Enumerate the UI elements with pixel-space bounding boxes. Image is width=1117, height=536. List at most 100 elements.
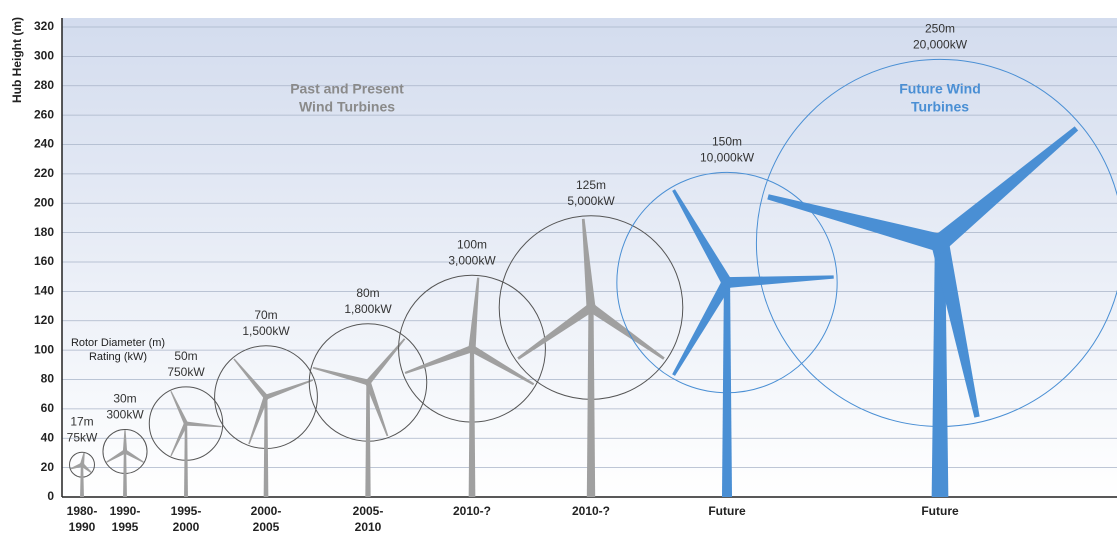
diameter-label: 125m — [576, 178, 606, 192]
y-tick-label: 100 — [34, 342, 54, 356]
y-tick-label: 140 — [34, 284, 54, 298]
blade — [123, 449, 144, 463]
annotation: Past and Present — [290, 81, 404, 97]
y-tick-label: 180 — [34, 225, 54, 239]
x-tick-label: 2005- — [353, 504, 384, 518]
diameter-label: 250m — [925, 21, 955, 35]
y-tick-label: 80 — [41, 372, 55, 386]
y-tick-label: 40 — [41, 430, 55, 444]
x-tick-label: 2010-? — [572, 504, 610, 518]
tower — [365, 382, 371, 497]
y-tick-label: 200 — [34, 195, 54, 209]
tower — [468, 348, 476, 497]
blade — [588, 303, 665, 360]
blade — [122, 430, 128, 452]
blade — [934, 126, 1079, 250]
blade — [185, 421, 222, 428]
blade — [170, 391, 188, 425]
x-tick-label: 2010-? — [453, 504, 491, 518]
blade — [672, 279, 732, 376]
annotation: Turbines — [911, 99, 969, 115]
hub — [183, 421, 189, 426]
tower — [931, 242, 949, 497]
y-axis-label: Hub Height (m) — [10, 17, 24, 103]
tower — [586, 307, 596, 497]
diameter-label: 150m — [712, 135, 742, 149]
tower — [123, 451, 127, 497]
y-tick-label: 160 — [34, 254, 54, 268]
hub — [122, 449, 128, 454]
blade — [365, 338, 406, 385]
diameter-label: 30m — [113, 392, 136, 406]
rating-label: 5,000kW — [567, 194, 615, 208]
y-tick-label: 0 — [47, 489, 54, 503]
hub — [929, 232, 951, 254]
legend-note: Rotor Diameter (m) — [71, 337, 165, 349]
diameter-label: 50m — [174, 349, 197, 363]
blade — [404, 345, 474, 375]
rating-label: 10,000kW — [700, 151, 755, 165]
x-tick-label: 2010 — [355, 520, 382, 534]
blade — [170, 422, 188, 457]
x-tick-label: 1995- — [171, 504, 202, 518]
blade — [312, 366, 369, 386]
diameter-label: 100m — [457, 237, 487, 251]
hub — [720, 276, 734, 289]
x-tick-label: 2000 — [173, 520, 200, 534]
x-tick-label: 2005 — [253, 520, 280, 534]
y-tick-label: 60 — [41, 401, 55, 415]
blade — [248, 396, 269, 445]
diameter-label: 80m — [356, 286, 379, 300]
tower — [80, 464, 84, 497]
blade — [106, 449, 127, 463]
blade — [468, 277, 480, 349]
x-tick-label: 1990 — [69, 520, 96, 534]
hub — [79, 462, 85, 468]
hub — [263, 394, 269, 401]
blade — [581, 218, 596, 308]
hub — [585, 302, 597, 313]
rating-label: 1,800kW — [344, 302, 392, 316]
rating-label: 300kW — [106, 408, 144, 422]
y-tick-label: 240 — [34, 137, 54, 151]
blade — [265, 379, 314, 400]
tower — [263, 397, 269, 497]
legend-note: Rating (kW) — [89, 351, 147, 363]
x-tick-label: Future — [921, 504, 959, 518]
diameter-label: 17m — [70, 414, 93, 428]
blade — [79, 452, 85, 466]
y-tick-label: 320 — [34, 19, 54, 33]
y-tick-label: 300 — [34, 49, 54, 63]
diameter-label: 70m — [254, 308, 277, 322]
x-tick-label: Future — [708, 504, 746, 518]
hub — [364, 379, 372, 386]
hub — [467, 344, 477, 353]
tower — [721, 282, 733, 497]
y-tick-label: 120 — [34, 313, 54, 327]
blade — [470, 345, 535, 386]
rating-label: 20,000kW — [913, 37, 968, 51]
rating-label: 1,500kW — [242, 324, 290, 338]
tower — [184, 423, 188, 497]
x-tick-label: 2000- — [251, 504, 282, 518]
rating-label: 3,000kW — [448, 253, 496, 267]
x-tick-label: 1990- — [110, 504, 141, 518]
blade — [365, 381, 389, 437]
y-tick-label: 260 — [34, 107, 54, 121]
blade — [767, 194, 943, 252]
x-tick-label: 1980- — [67, 504, 98, 518]
rating-label: 750kW — [167, 365, 205, 379]
blade — [726, 275, 834, 288]
blade — [672, 189, 732, 286]
blade — [517, 303, 594, 360]
y-tick-label: 280 — [34, 78, 54, 92]
blade — [931, 241, 980, 418]
blade — [233, 358, 268, 399]
rating-label: 75kW — [67, 430, 98, 444]
y-tick-label: 220 — [34, 166, 54, 180]
annotation: Future Wind — [899, 81, 981, 97]
annotation: Wind Turbines — [299, 99, 395, 115]
x-tick-label: 1995 — [112, 520, 139, 534]
y-tick-label: 20 — [41, 460, 55, 474]
